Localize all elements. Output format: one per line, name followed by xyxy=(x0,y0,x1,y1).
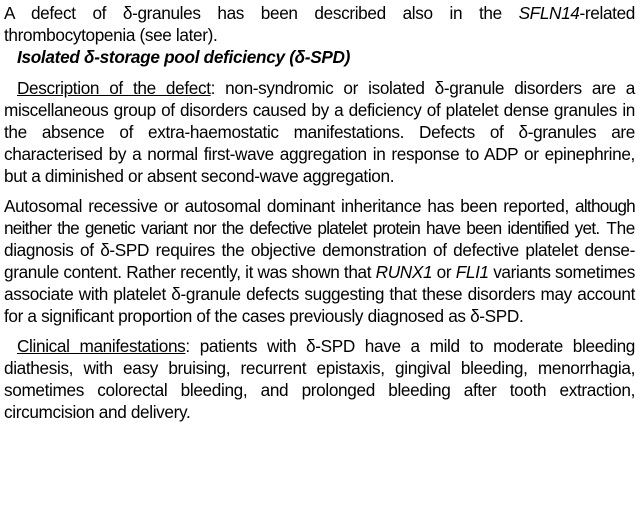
inheritance-text-1: Autosomal recessive or autosomal dominan… xyxy=(4,196,576,216)
inheritance-text-4: or xyxy=(432,262,456,282)
clinical-label: Clinical manifestations xyxy=(17,336,186,356)
intro-text-2: -related thrombocytopenia (see later). xyxy=(4,3,635,45)
description-paragraph: Description of the defect: non-syndromic… xyxy=(4,77,635,187)
inheritance-text-2: although neither the genetic variant nor… xyxy=(4,196,636,238)
inheritance-paragraph: Autosomal recessive or autosomal dominan… xyxy=(4,195,636,327)
document-page: A defect of δ-granules has been describe… xyxy=(4,2,636,423)
intro-paragraph: A defect of δ-granules has been describe… xyxy=(4,2,635,46)
gene-sfln14: SFLN14 xyxy=(518,3,580,23)
gene-fli1: FLI1 xyxy=(455,262,489,282)
description-label: Description of the defect xyxy=(17,78,211,98)
inheritance-text-5: variants sometimes associate with platel… xyxy=(4,262,635,326)
gene-runx1: RUNX1 xyxy=(375,262,433,282)
description-text: : non-syndromic or isolated δ-granule di… xyxy=(4,78,635,186)
section-heading: Isolated δ-storage pool deficiency (δ-SP… xyxy=(17,47,351,67)
clinical-paragraph: Clinical manifestations: patients with δ… xyxy=(4,335,635,423)
clinical-text: : patients with δ-SPD have a mild to mod… xyxy=(4,336,635,422)
inheritance-text-3: The diagnosis of δ-SPD requires the obje… xyxy=(4,218,635,282)
intro-text-1: A defect of δ-granules has been describe… xyxy=(4,3,519,23)
